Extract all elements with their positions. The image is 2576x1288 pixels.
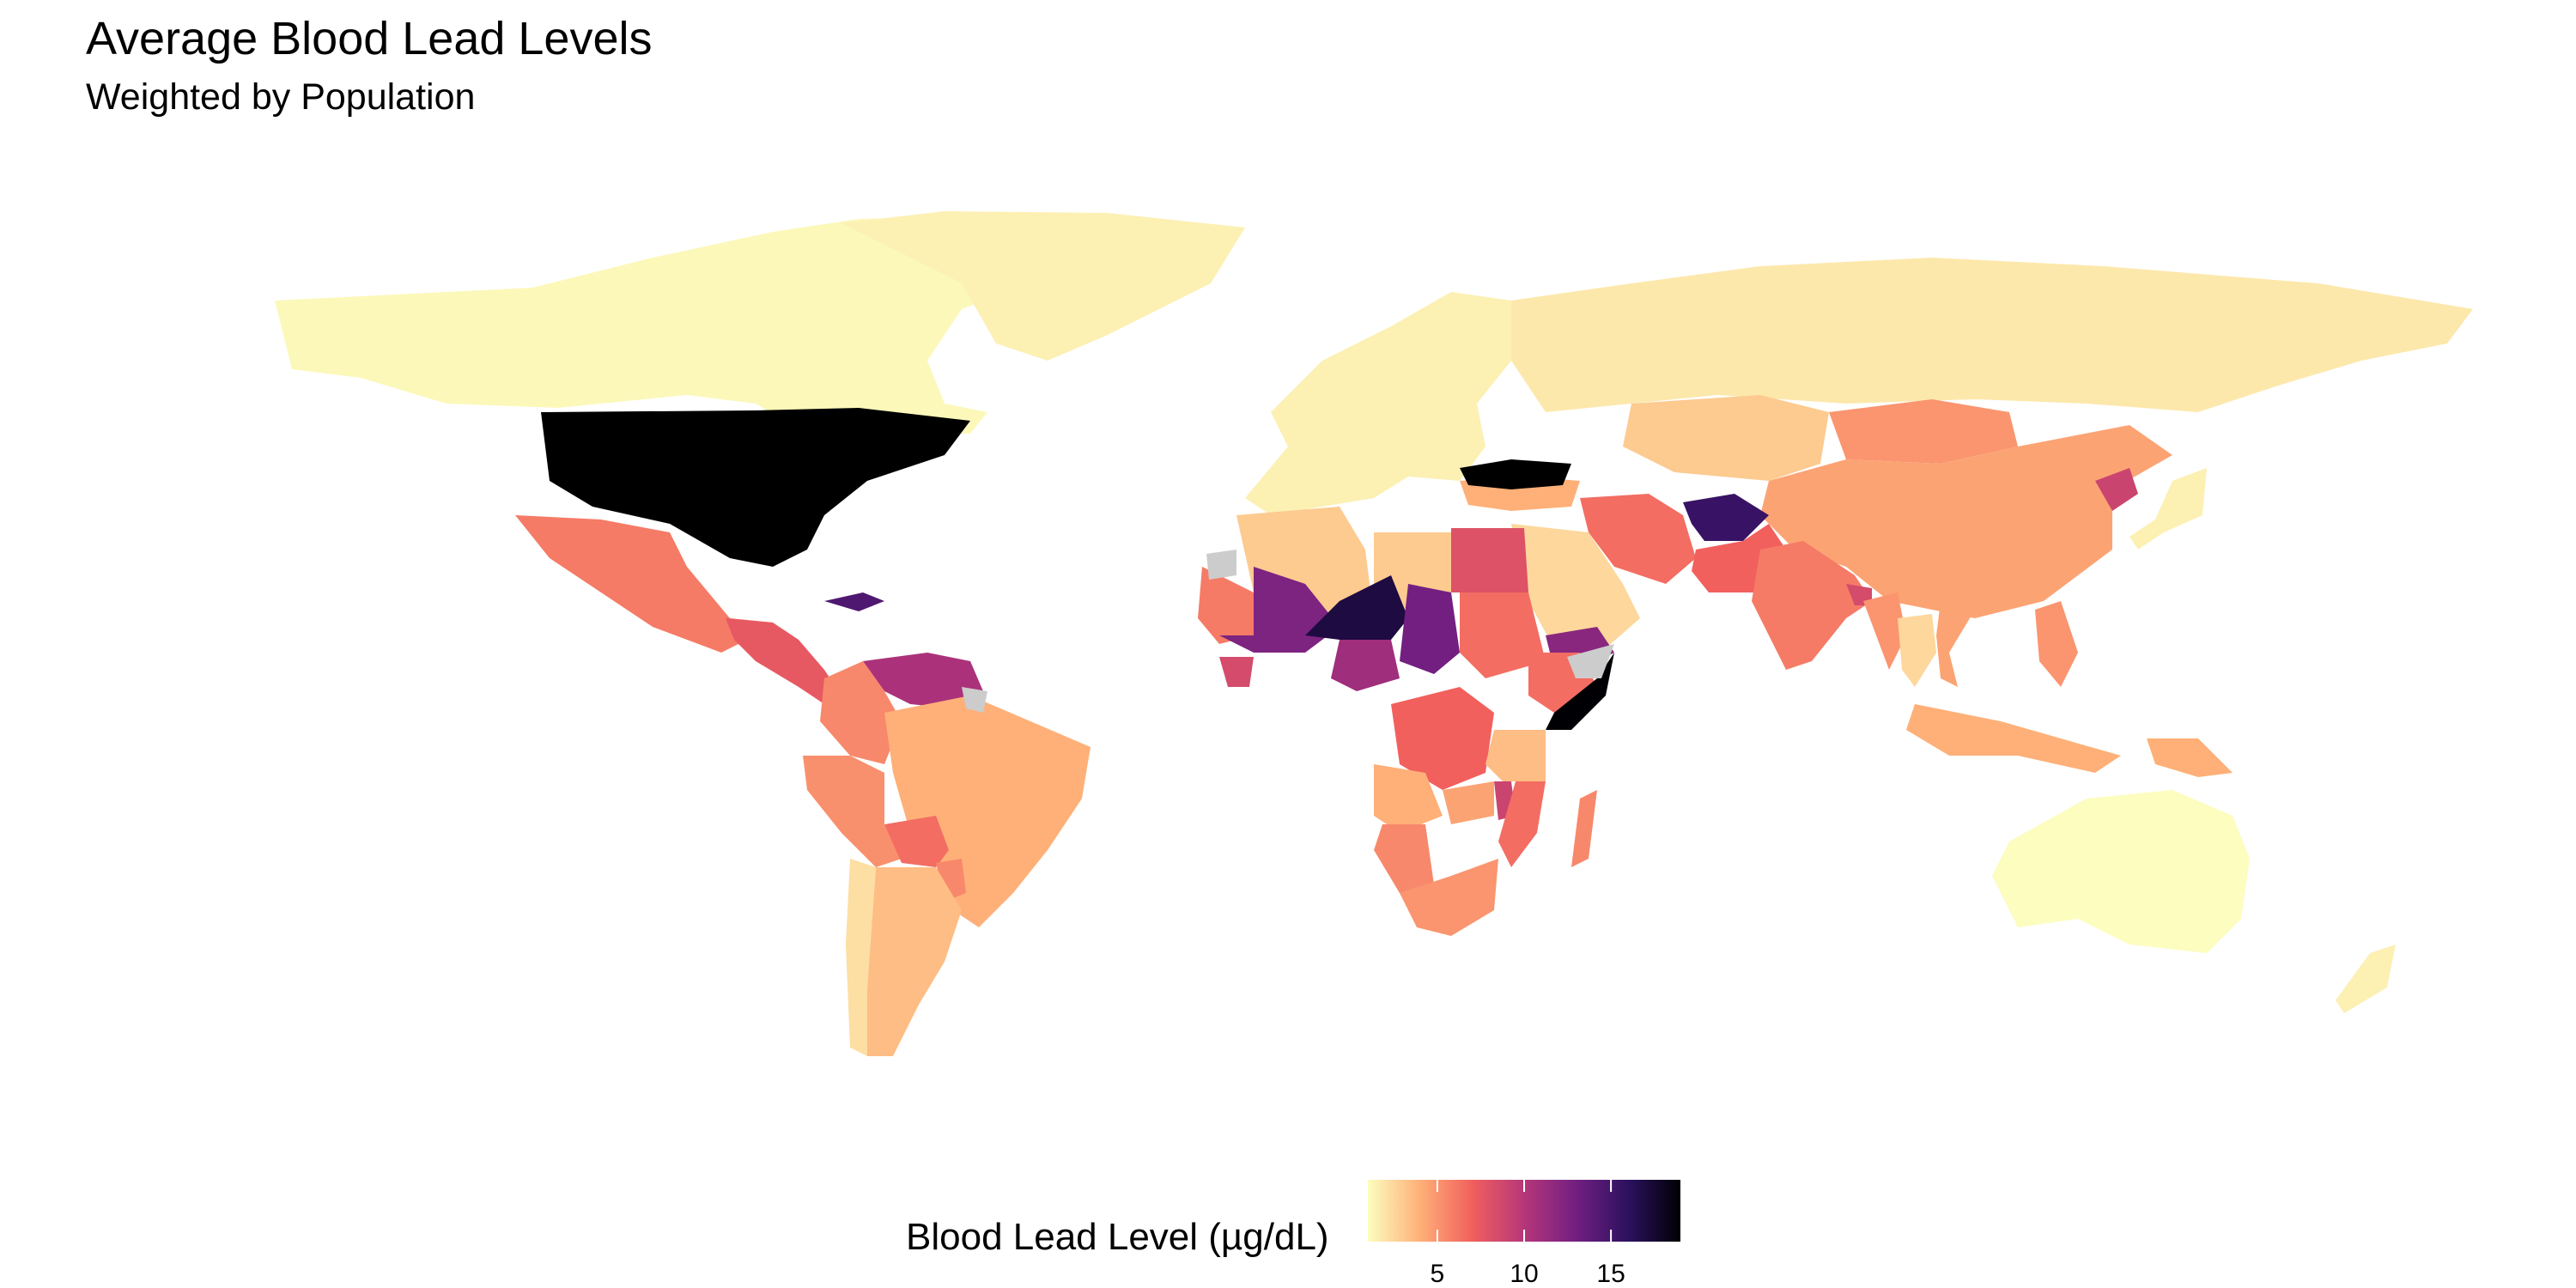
- region-central-america: [726, 618, 850, 713]
- region-peru: [803, 756, 902, 867]
- region-japan: [2129, 468, 2207, 550]
- region-venezuela: [863, 653, 983, 708]
- region-europe: [1245, 292, 1511, 515]
- region-madagascar: [1571, 790, 1597, 867]
- region-australia: [1992, 790, 2250, 953]
- legend-color-bar: [1368, 1180, 1680, 1242]
- region-new-zealand: [2336, 945, 2396, 1013]
- region-papua-new-guinea: [2147, 738, 2233, 777]
- region-myanmar: [1863, 592, 1906, 670]
- legend-tick-label: 10: [1510, 1260, 1539, 1288]
- no-data-region-french-guiana: [962, 687, 987, 713]
- region-nigeria: [1331, 640, 1400, 691]
- region-russia: [1511, 258, 2473, 412]
- region-somalia: [1546, 653, 1614, 730]
- region-greenland: [841, 211, 1245, 361]
- region-chile: [846, 859, 876, 1056]
- region-sierra-leone: [1219, 657, 1254, 687]
- chart-title: Average Blood Lead Levels: [86, 13, 653, 64]
- legend-tick-label: 5: [1430, 1260, 1445, 1288]
- legend-tick-label: 15: [1596, 1260, 1625, 1288]
- region-dr-congo: [1391, 687, 1494, 790]
- region-angola: [1374, 764, 1443, 833]
- region-philippines: [2035, 601, 2078, 687]
- region-canada: [275, 216, 1073, 434]
- region-saudi-arabia: [1511, 524, 1640, 648]
- region-mozambique: [1498, 781, 1546, 867]
- region-niger: [1305, 575, 1408, 640]
- region-tanzania: [1485, 730, 1546, 781]
- region-zambia: [1443, 781, 1494, 824]
- region-mauritania: [1198, 567, 1254, 644]
- region-egypt: [1451, 528, 1528, 592]
- legend-title: Blood Lead Level (µg/dL): [906, 1216, 1329, 1258]
- region-brazil: [884, 696, 1091, 927]
- region-chad: [1400, 584, 1460, 674]
- region-namibia: [1374, 824, 1434, 893]
- no-data-region-djibouti: [1567, 644, 1614, 678]
- region-afghanistan: [1683, 494, 1769, 541]
- chart-subtitle: Weighted by Population: [86, 76, 476, 118]
- region-mexico: [515, 515, 773, 653]
- region-north-korea: [2095, 468, 2138, 511]
- region-kazakhstan: [1623, 395, 1829, 481]
- region-haiti: [824, 592, 884, 611]
- no-data-region-black-sea: [1460, 459, 1571, 489]
- region-south-africa: [1400, 859, 1498, 936]
- region-sudan: [1460, 592, 1546, 678]
- region-mongolia: [1829, 399, 2018, 464]
- region-thailand: [1898, 614, 1936, 687]
- region-argentina: [867, 867, 962, 1056]
- region-colombia: [820, 661, 902, 764]
- region-iran: [1580, 494, 1696, 584]
- region-vietnam: [1936, 601, 1975, 687]
- region-bangladesh: [1846, 584, 1872, 605]
- region-united-states: [541, 408, 970, 567]
- region-indonesia: [1906, 704, 2121, 773]
- region-india: [1752, 541, 1872, 670]
- region-bolivia: [884, 816, 949, 867]
- region-china: [1760, 425, 2172, 618]
- no-data-region-western-sahara: [1206, 550, 1236, 580]
